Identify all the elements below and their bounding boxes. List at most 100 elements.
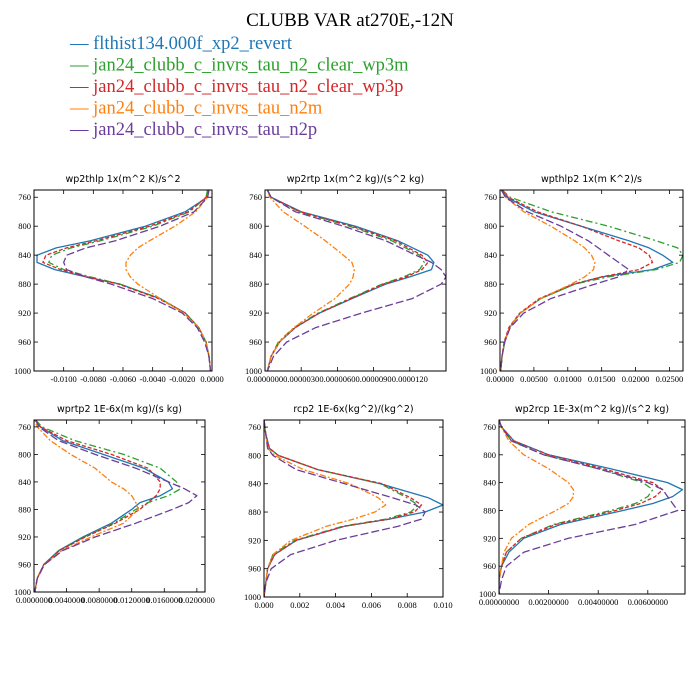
- x-tick-label: 0.0000000: [247, 374, 283, 384]
- panels-grid: wp2thlp 1x(m^2 K)/s^2 760 800 840 880 920 960 1…: [14, 174, 686, 610]
- x-tick-label: 0.01500: [588, 374, 616, 384]
- panel-title: wp2rcp 1E-3x(m^2 kg)/(s^2 kg): [515, 404, 669, 415]
- x-tick-label: -0.0020: [169, 374, 195, 384]
- figure-title: CLUBB VAR at270E,-12N: [246, 10, 454, 31]
- panel-title: wprtp2 1E-6x(m kg)/(s kg): [57, 404, 182, 415]
- x-tick-label: 0.00200000: [528, 597, 568, 607]
- x-tick-label: -0.0100: [51, 374, 77, 384]
- y-tick-label: 920: [484, 308, 497, 318]
- series-line: [264, 420, 387, 597]
- y-tick-label: 800: [483, 450, 496, 460]
- x-tick-label: 0.008: [398, 600, 417, 610]
- y-tick-label: 840: [484, 250, 497, 260]
- legend-label: jan24_clubb_c_invrs_tau_n2p: [92, 120, 317, 140]
- legend-label: flthist134.000f_xp2_revert: [93, 34, 293, 54]
- panel-title: wp2rtp 1x(m^2 kg)/(s^2 kg): [287, 174, 425, 185]
- x-tick-label: -0.0040: [140, 374, 166, 384]
- y-tick-label: 1000: [479, 589, 496, 599]
- x-tick-label: 0.0000: [200, 374, 223, 384]
- legend-label: jan24_clubb_c_invrs_tau_n2m: [92, 99, 323, 119]
- series-line: [500, 190, 630, 371]
- y-tick-label: 920: [248, 535, 261, 545]
- y-tick-label: 960: [248, 564, 261, 574]
- chart-panel: wp2thlp 1x(m^2 K)/s^2 760 800 840 880 920 960 1…: [14, 174, 224, 384]
- y-tick-label: 960: [18, 559, 31, 569]
- y-tick-label: 960: [249, 337, 262, 347]
- x-tick-label: 0.00000: [486, 374, 514, 384]
- series-line: [264, 420, 426, 597]
- y-tick-label: 800: [18, 449, 31, 459]
- plot-frame: [499, 189, 684, 372]
- legend-line-icon: —: [69, 77, 93, 97]
- series-line: [34, 420, 198, 592]
- y-tick-label: 960: [18, 337, 31, 347]
- legend-entry: — flthist134.000f_xp2_revert: [69, 34, 293, 54]
- y-tick-label: 840: [18, 250, 31, 260]
- x-tick-label: 0.0040000: [49, 595, 85, 605]
- y-tick-label: 960: [483, 561, 496, 571]
- y-tick-label: 800: [249, 221, 262, 231]
- x-tick-label: 0.01000: [554, 374, 582, 384]
- x-tick-label: 0.00500: [520, 374, 548, 384]
- y-tick-label: 920: [249, 308, 262, 318]
- y-tick-label: 880: [483, 505, 496, 515]
- y-tick-label: 1000: [14, 366, 31, 376]
- series-line: [34, 420, 139, 592]
- series-line: [34, 420, 161, 592]
- y-tick-label: 920: [483, 533, 496, 543]
- y-tick-label: 760: [484, 192, 497, 202]
- series-line: [125, 190, 212, 371]
- y-tick-label: 880: [248, 507, 261, 517]
- y-tick-label: 1000: [245, 366, 262, 376]
- chart-panel: wp2rcp 1E-3x(m^2 kg)/(s^2 kg) 760 800 840 88…: [479, 404, 686, 607]
- y-tick-label: 920: [18, 532, 31, 542]
- y-tick-label: 880: [249, 279, 262, 289]
- y-tick-label: 840: [249, 250, 262, 260]
- x-tick-label: 0.02500: [656, 374, 684, 384]
- y-tick-label: 760: [483, 422, 496, 432]
- y-tick-label: 840: [248, 479, 261, 489]
- y-tick-label: 880: [18, 279, 31, 289]
- x-tick-label: -0.0080: [80, 374, 106, 384]
- chart-panel: rcp2 1E-6x(kg^2)/(kg^2) 760 800 840 880 920 96…: [244, 404, 453, 610]
- x-tick-label: 0.0000000: [16, 595, 52, 605]
- legend-entry: — jan24_clubb_c_invrs_tau_n2_clear_wp3p: [69, 77, 403, 97]
- plot-frame: [33, 419, 206, 593]
- x-tick-label: 0.0000060: [319, 374, 355, 384]
- x-tick-label: 0.00000000: [479, 597, 519, 607]
- series-line: [264, 420, 443, 597]
- legend-line-icon: —: [69, 34, 93, 54]
- x-tick-label: 0.000: [254, 600, 273, 610]
- legend-label: jan24_clubb_c_invrs_tau_n2_clear_wp3p: [92, 77, 403, 97]
- y-tick-label: 880: [484, 279, 497, 289]
- x-tick-label: 0.0200000: [179, 595, 215, 605]
- x-tick-label: 0.00600000: [628, 597, 668, 607]
- y-tick-label: 800: [18, 221, 31, 231]
- y-tick-label: 800: [484, 221, 497, 231]
- series-line: [499, 420, 575, 594]
- plot-frame: [263, 419, 444, 598]
- y-tick-label: 920: [18, 308, 31, 318]
- legend-line-icon: —: [69, 56, 93, 76]
- x-tick-label: 0.0160000: [146, 595, 182, 605]
- y-tick-label: 1000: [244, 592, 261, 602]
- series-line: [500, 190, 596, 371]
- x-tick-label: 0.0000090: [356, 374, 392, 384]
- legend-label: jan24_clubb_c_invrs_tau_n2_clear_wp3m: [92, 56, 409, 76]
- series-line: [34, 420, 182, 592]
- chart-panel: wp2rtp 1x(m^2 kg)/(s^2 kg) 760 800 840 880 92…: [245, 174, 447, 384]
- y-tick-label: 880: [18, 504, 31, 514]
- plot-frame: [33, 189, 213, 372]
- series-line: [266, 190, 355, 371]
- plot-frame: [264, 189, 447, 372]
- chart-panel: wpthlp2 1x(m K^2)/s 760 800 840 880 920 960 100…: [480, 174, 684, 384]
- x-tick-label: 0.0000030: [283, 374, 319, 384]
- chart-panel: wprtp2 1E-6x(m kg)/(s kg) 760 800 840 880 920…: [14, 404, 215, 605]
- x-tick-label: 0.0080000: [81, 595, 117, 605]
- x-tick-label: 0.00400000: [578, 597, 618, 607]
- series-line: [499, 420, 664, 594]
- y-tick-label: 760: [248, 422, 261, 432]
- series-line: [500, 190, 674, 371]
- x-tick-label: 0.0120000: [114, 595, 150, 605]
